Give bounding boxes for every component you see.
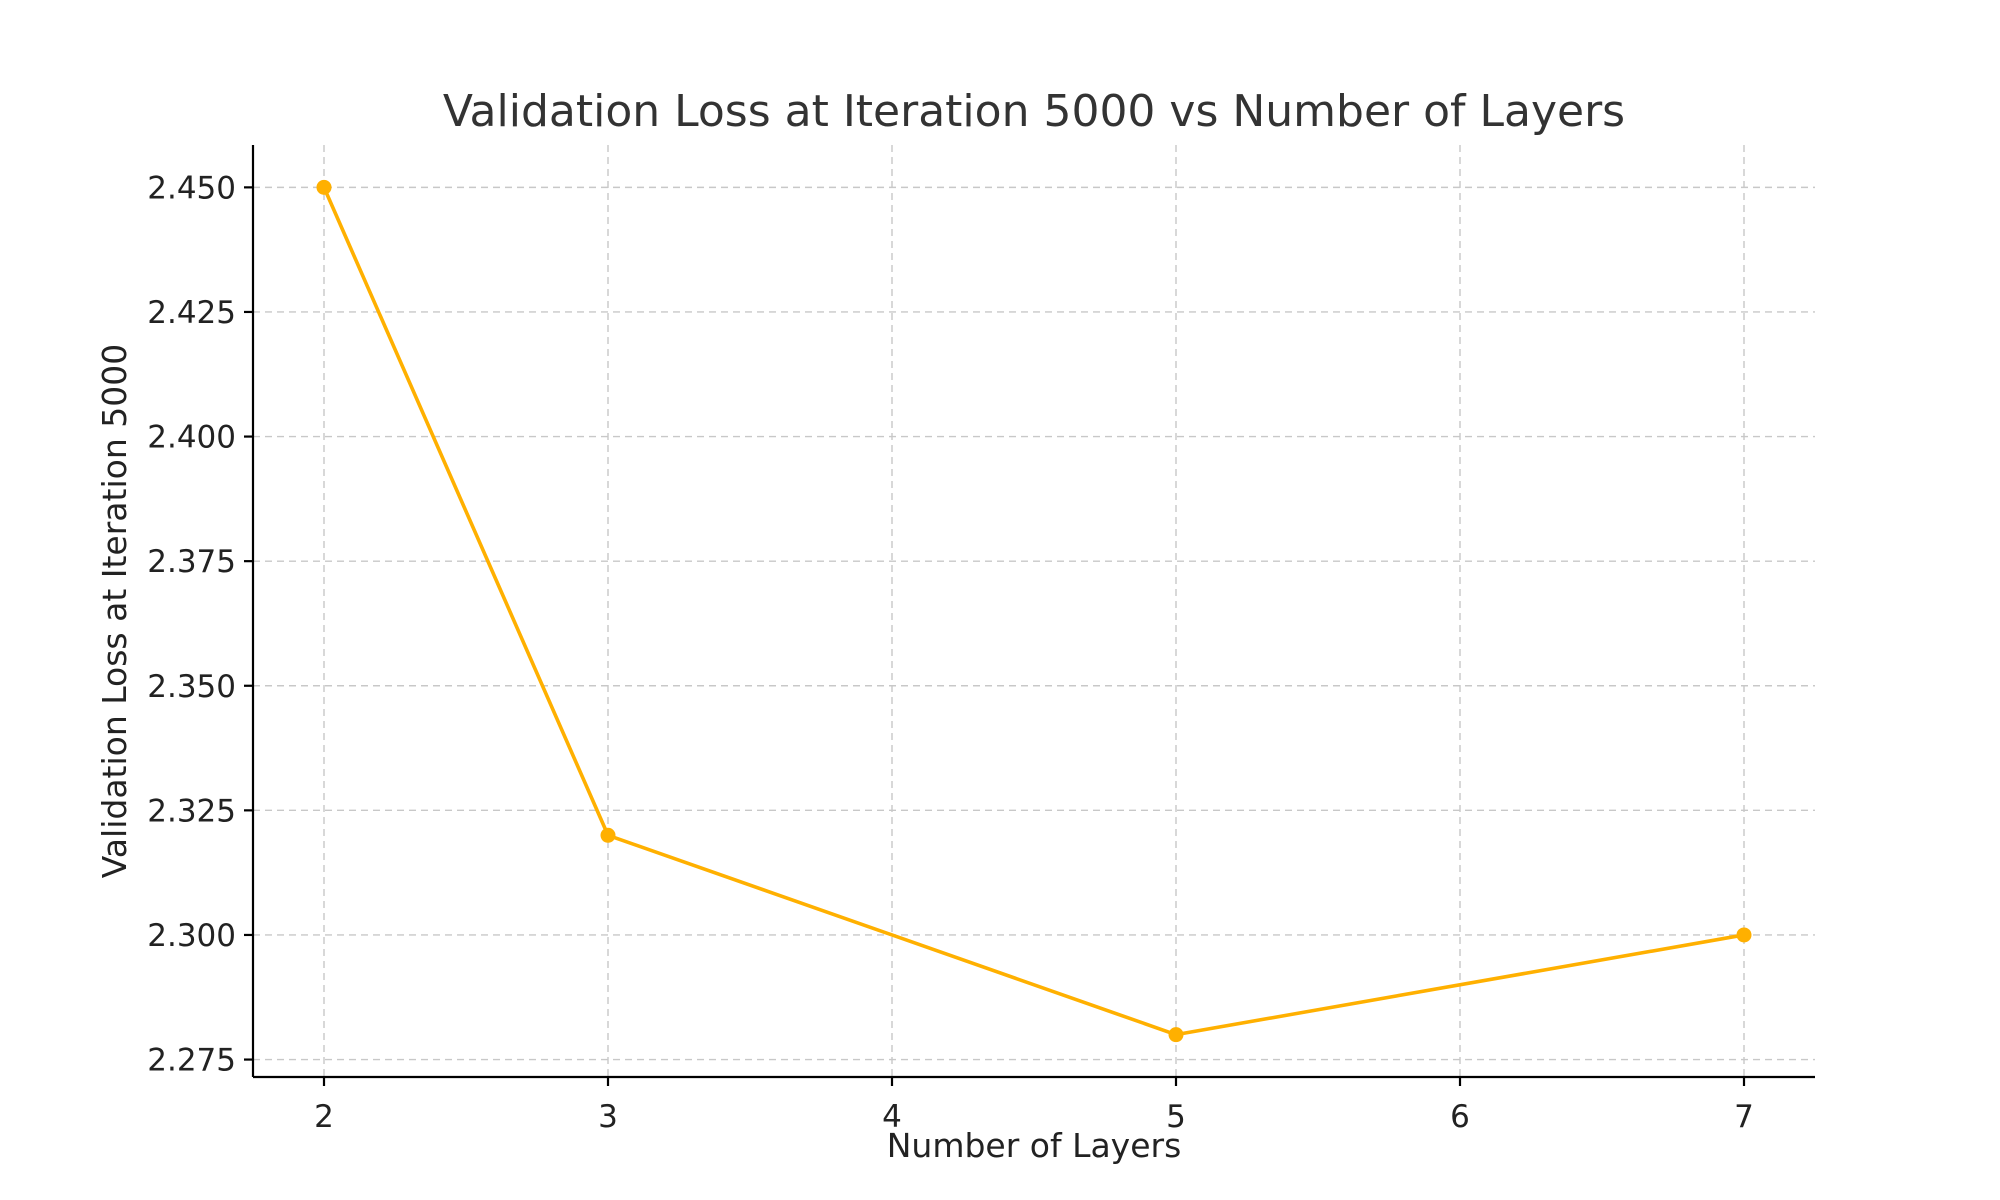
x-tick-label: 5 [1166,1099,1186,1135]
y-tick-label: 2.375 [147,544,236,580]
series-line [322,185,1746,1037]
y-tick-label: 2.400 [147,420,236,456]
x-tick-label: 4 [882,1099,902,1135]
chart-title: Validation Loss at Iteration 5000 vs Num… [443,86,1625,137]
x-tick-label: 2 [314,1099,334,1135]
x-tick-label: 6 [1450,1099,1470,1135]
y-tick-label: 2.350 [147,669,236,705]
y-tick-label: 2.425 [147,295,236,331]
axes [251,145,1815,1079]
tick-labels: 2 3 4 5 6 7 2.275 2.300 2.325 2.350 2.375 2.400 2.42… [147,170,1754,1135]
y-tick-label: 2.275 [147,1043,236,1079]
grid [253,145,1815,1077]
y-tick-label: 2.300 [147,918,236,954]
y-tick-label: 2.450 [147,170,236,206]
x-axis-label: Number of Layers [887,1126,1182,1165]
series [316,179,1752,1043]
data-point [1168,1027,1184,1043]
data-point [316,179,332,195]
y-tick-label: 2.325 [147,793,236,829]
x-tick-label: 3 [598,1099,618,1135]
x-tick-label: 7 [1734,1099,1754,1135]
data-point [600,827,616,843]
data-point [1736,927,1752,943]
y-axis-label: Validation Loss at Iteration 5000 [95,344,134,878]
